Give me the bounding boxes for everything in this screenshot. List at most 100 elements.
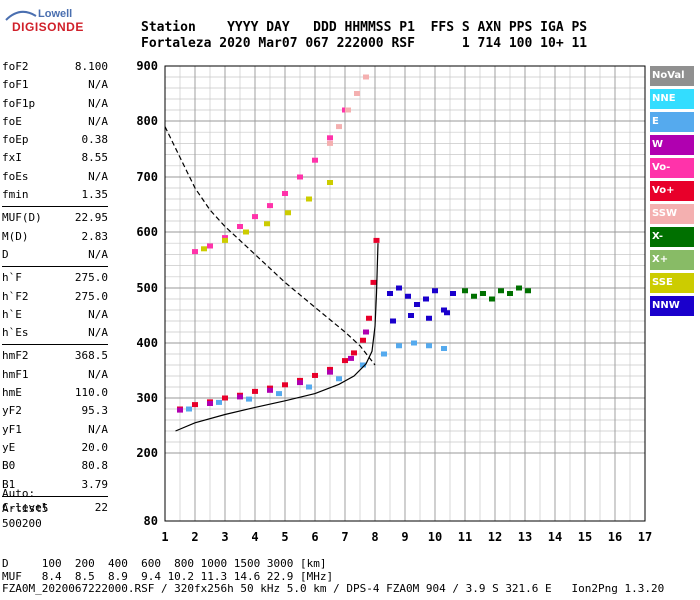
auto-label: Auto: xyxy=(2,487,36,500)
plot-frame xyxy=(164,65,646,522)
param-key: fxI xyxy=(2,151,22,165)
param-key: foF2 xyxy=(2,60,29,73)
param-value: N/A xyxy=(88,78,108,92)
data-point-nnw xyxy=(426,315,432,321)
y-tick-label: 900 xyxy=(136,59,158,73)
data-point-w xyxy=(177,407,183,413)
param-key: foEp xyxy=(2,133,29,147)
param-row: M(D) 2.83 xyxy=(2,228,108,246)
y-tick-label: 400 xyxy=(136,336,158,350)
param-row: foF2 8.100 xyxy=(2,58,108,76)
param-value: N/A xyxy=(88,422,108,436)
param-separator xyxy=(2,344,108,346)
data-point-w xyxy=(348,355,354,361)
data-point-nnw xyxy=(414,302,420,307)
data-point-vo- xyxy=(267,203,273,209)
data-point-e xyxy=(396,343,402,349)
data-point-x- xyxy=(480,291,486,296)
param-value: 22 xyxy=(94,500,108,514)
param-key: h`F2 xyxy=(2,289,29,303)
param-value: 368.5 xyxy=(74,349,108,363)
param-value: 8.55 xyxy=(81,151,109,165)
param-row: B0 80.8 xyxy=(2,457,108,475)
param-row: foE N/A xyxy=(2,113,108,131)
data-point-x- xyxy=(516,285,522,291)
x-tick-label: 16 xyxy=(608,530,622,544)
data-point-vo- xyxy=(222,235,228,241)
x-tick-label: 15 xyxy=(578,530,592,544)
param-row: foF1 N/A xyxy=(2,76,108,94)
param-row: h`Es N/A xyxy=(2,324,108,342)
param-row: foF1p N/A xyxy=(2,95,108,113)
param-row: h`F 275.0 xyxy=(2,269,108,287)
data-point-e xyxy=(306,384,312,390)
param-key: hmF1 xyxy=(2,367,29,381)
param-key: D xyxy=(2,247,9,261)
data-point-e xyxy=(216,399,222,405)
param-key: yE xyxy=(2,440,16,454)
data-point-nnw xyxy=(408,313,414,318)
data-point-e xyxy=(381,351,387,357)
data-point-vo- xyxy=(297,174,303,180)
param-value: 275.0 xyxy=(74,271,108,285)
param-key: yF1 xyxy=(2,422,22,436)
param-key: hmE xyxy=(2,386,22,400)
param-row: D N/A xyxy=(2,246,108,264)
y-tick-label: 600 xyxy=(136,225,158,239)
data-point-e xyxy=(411,340,417,346)
data-point-nnw xyxy=(405,293,411,299)
param-value: 2.83 xyxy=(81,229,109,243)
y-tick-label: 800 xyxy=(136,114,158,128)
data-point-vo- xyxy=(252,388,258,394)
param-value: 0.38 xyxy=(81,133,109,147)
param-key: fmin xyxy=(2,188,29,202)
data-point-vo- xyxy=(192,402,198,408)
y-tick-label: 80 xyxy=(144,514,158,528)
param-separator xyxy=(2,206,108,208)
param-value: N/A xyxy=(88,307,108,321)
legend-item: Vo+ xyxy=(650,181,694,201)
data-point-nnw xyxy=(387,291,393,296)
data-point-vo- xyxy=(252,214,258,220)
data-point-vo- xyxy=(282,191,288,196)
param-value: 275.0 xyxy=(74,289,108,303)
param-key: MUF(D) xyxy=(2,211,42,225)
x-tick-label: 10 xyxy=(428,530,442,544)
x-tick-label: 4 xyxy=(251,530,258,544)
data-point-e xyxy=(360,362,366,368)
x-tick-label: 9 xyxy=(401,530,408,544)
param-key: B1 xyxy=(2,477,16,491)
chart-data-layer xyxy=(164,74,531,432)
data-point-vo- xyxy=(192,249,198,255)
legend-item: X+ xyxy=(650,250,694,270)
data-point-ssw xyxy=(345,107,351,113)
data-point-vo- xyxy=(351,350,357,356)
chart-axes: 1 2 3 4 5 6 7 8 9 10 11 12 13 14 15 16 17802003004005006… xyxy=(136,59,652,544)
autoscaling-info: Auto: Artist5 500200 xyxy=(2,486,48,531)
param-key: yF2 xyxy=(2,404,22,418)
data-point-ssw xyxy=(354,91,360,96)
param-key: h`F xyxy=(2,271,22,285)
param-value: N/A xyxy=(88,114,108,128)
legend-item: E xyxy=(650,112,694,132)
data-point-nnw xyxy=(444,310,450,316)
data-point-w xyxy=(207,401,213,406)
x-tick-label: 5 xyxy=(281,530,288,544)
data-point-vo- xyxy=(342,358,348,364)
chart-grid xyxy=(164,65,646,522)
param-row: hmF2 368.5 xyxy=(2,347,108,365)
data-point-sse xyxy=(201,246,207,252)
data-point-nnw xyxy=(432,288,438,294)
param-value: 80.8 xyxy=(81,459,109,473)
param-value: 22.95 xyxy=(74,211,108,225)
param-row: fxI 8.55 xyxy=(2,149,108,167)
data-point-e xyxy=(336,376,342,382)
data-point-x- xyxy=(498,288,504,294)
param-key: foF1p xyxy=(2,96,36,110)
data-point-vo- xyxy=(222,395,228,401)
param-row: fmin 1.35 xyxy=(2,186,108,204)
param-row: hmE 110.0 xyxy=(2,384,108,402)
param-value: 95.3 xyxy=(81,404,109,418)
legend-item: NoVal xyxy=(650,66,694,86)
